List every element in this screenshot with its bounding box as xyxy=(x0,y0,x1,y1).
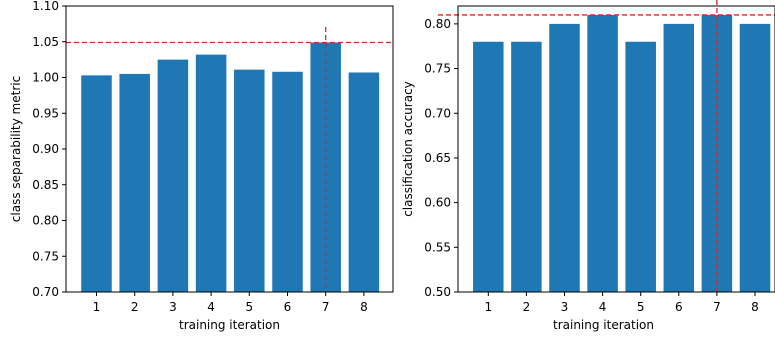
y-tick-label: 0.75 xyxy=(424,62,451,76)
x-tick-label: 8 xyxy=(751,300,759,314)
y-axis-label: class separability metric xyxy=(9,76,23,222)
x-tick-label: 7 xyxy=(713,300,721,314)
x-tick-label: 6 xyxy=(675,300,683,314)
bar-1 xyxy=(473,41,504,292)
y-tick-label: 0.90 xyxy=(32,142,59,156)
x-tick-label: 8 xyxy=(360,300,368,314)
y-tick-label: 1.05 xyxy=(32,35,59,49)
bar-3 xyxy=(157,59,189,292)
y-tick-label: 1.00 xyxy=(32,71,59,85)
x-tick-label: 5 xyxy=(245,300,253,314)
bar-5 xyxy=(625,41,656,292)
bar-6 xyxy=(272,71,303,292)
y-ticks: 0.70 0.75 0.80 0.85 0.90 0.95 1.00 1.05 1.10 xyxy=(32,0,66,299)
bar-6 xyxy=(663,23,695,292)
bar-2 xyxy=(119,73,150,292)
axes-frame xyxy=(457,5,775,293)
x-tick-label: 3 xyxy=(169,300,177,314)
y-ticks: 0.50 0.55 0.60 0.65 0.70 0.75 0.80 xyxy=(424,17,458,299)
x-axis-label: training iteration xyxy=(179,318,280,332)
chart-panel-1: 0.70 0.75 0.80 0.85 0.90 0.95 1.00 1.05 1.10 1 2 3 4… xyxy=(9,0,394,332)
y-tick-label: 0.70 xyxy=(32,285,59,299)
chart-panel-2: 0.50 0.55 0.60 0.65 0.70 0.75 0.80 1 2 3 4 5 6 7 8 trai… xyxy=(401,0,775,332)
x-tick-label: 1 xyxy=(93,300,101,314)
x-tick-label: 1 xyxy=(484,300,492,314)
y-tick-label: 0.80 xyxy=(32,214,59,228)
x-axis-label: training iteration xyxy=(553,318,654,332)
bar-8 xyxy=(348,72,380,292)
x-tick-label: 5 xyxy=(637,300,645,314)
y-tick-label: 0.70 xyxy=(424,106,451,120)
x-tick-label: 4 xyxy=(599,300,607,314)
x-tick-label: 2 xyxy=(523,300,531,314)
x-tick-label: 3 xyxy=(561,300,569,314)
bar-2 xyxy=(511,41,542,292)
y-tick-label: 0.55 xyxy=(424,240,451,254)
bar-1 xyxy=(81,75,112,292)
y-tick-label: 1.10 xyxy=(32,0,59,13)
y-tick-label: 0.85 xyxy=(32,178,59,192)
y-tick-label: 0.60 xyxy=(424,196,451,210)
bars xyxy=(81,42,380,292)
bar-5 xyxy=(234,69,265,292)
y-tick-label: 0.50 xyxy=(424,285,451,299)
x-ticks: 1 2 3 4 5 6 7 8 xyxy=(93,292,368,314)
axes-frame xyxy=(65,5,394,293)
x-ticks: 1 2 3 4 5 6 7 8 xyxy=(484,292,759,314)
bars xyxy=(473,14,771,292)
x-tick-label: 7 xyxy=(322,300,330,314)
x-tick-label: 6 xyxy=(284,300,292,314)
bar-4 xyxy=(587,14,618,292)
x-tick-label: 4 xyxy=(207,300,215,314)
y-tick-label: 0.95 xyxy=(32,106,59,120)
y-tick-label: 0.65 xyxy=(424,151,451,165)
bar-3 xyxy=(549,23,580,292)
y-tick-label: 0.80 xyxy=(424,17,451,31)
bar-4 xyxy=(195,54,227,292)
y-tick-label: 0.75 xyxy=(32,249,59,263)
bar-8 xyxy=(739,23,771,292)
y-axis-label: classification accuracy xyxy=(401,81,415,217)
x-tick-label: 2 xyxy=(131,300,139,314)
